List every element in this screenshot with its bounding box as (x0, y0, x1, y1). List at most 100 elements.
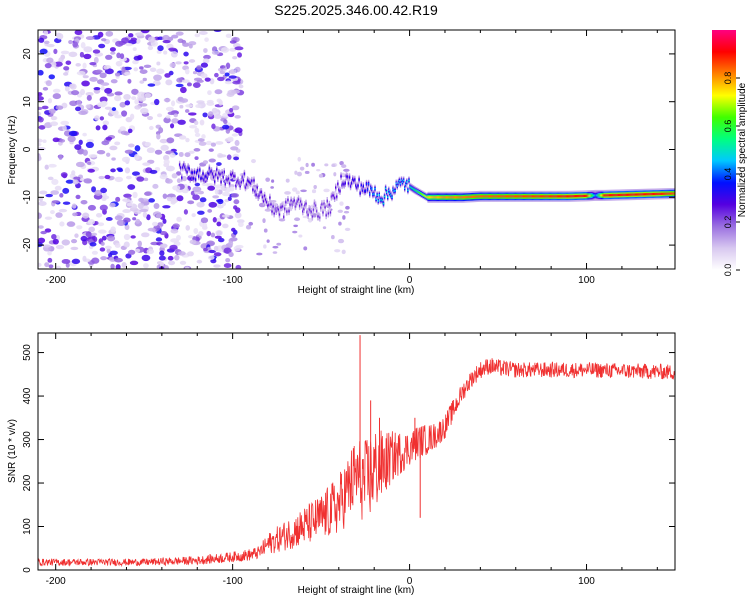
heatmap-ridge-cell (274, 207, 276, 210)
snr-xlabel: Height of straight line (km) (298, 585, 415, 596)
heatmap-noise-cell (58, 154, 63, 160)
heatmap-noise-cell (100, 85, 105, 91)
heatmap-ridge-cell (647, 193, 649, 196)
heatmap-noise-cell (187, 200, 195, 205)
heatmap-ridge-cell (566, 195, 568, 198)
heatmap-noise-cell (45, 193, 53, 198)
heatmap-noise-cell (192, 82, 201, 89)
heatmap-ridge-cell (557, 195, 560, 198)
heatmap-noise-cell (305, 162, 309, 168)
heatmap-noise-cell (206, 230, 212, 237)
heatmap-noise-cell (234, 212, 242, 219)
heatmap-noise-cell (135, 32, 144, 37)
heatmap-ridge-cell (257, 196, 259, 198)
heatmap-noise-cell (210, 232, 216, 238)
heatmap-noise-cell (185, 104, 193, 108)
heatmap-noise-cell (233, 205, 238, 210)
heatmap-ridge-cell (268, 204, 270, 206)
heatmap-noise-cell (222, 223, 229, 229)
heatmap-noise-cell (55, 265, 62, 269)
heatmap-noise-cell (174, 254, 180, 261)
heatmap-noise-cell (207, 185, 216, 191)
heatmap-ridge-cell (186, 171, 188, 173)
heatmap-noise-cell (156, 61, 161, 66)
heatmap-ridge-cell (625, 193, 628, 196)
heatmap-noise-cell (224, 80, 233, 85)
heatmap-noise-cell (193, 120, 199, 126)
heatmap-noise-cell (94, 115, 100, 121)
heatmap-noise-cell (72, 179, 79, 185)
heatmap-ridge-cell (215, 173, 217, 176)
heatmap-noise-cell (86, 139, 94, 143)
heatmap-ridge-cell (570, 195, 573, 198)
heatmap-ridge-cell (306, 211, 308, 213)
heatmap-noise-cell (167, 255, 174, 261)
heatmap-noise-cell (68, 130, 78, 137)
heatmap-noise-cell (208, 249, 217, 254)
heatmap-ridge-cell (442, 196, 444, 199)
heatmap-noise-cell (337, 238, 345, 244)
heatmap-noise-cell (226, 154, 232, 160)
heatmap-ridge-cell (208, 167, 211, 170)
heatmap-noise-cell (333, 172, 337, 177)
heatmap-noise-cell (233, 156, 240, 161)
heatmap-ridge-cell (310, 211, 313, 213)
heatmap-ridge-cell (331, 194, 334, 197)
heatmap-ridge-cell (632, 193, 634, 196)
heatmap-noise-cell (81, 80, 90, 87)
heatmap-noise-cell (227, 196, 232, 202)
heatmap-ridge-cell (493, 195, 495, 198)
heatmap-ridge-cell (428, 196, 430, 199)
heatmap-ridge-cell (503, 195, 506, 198)
heatmap-ridge-cell (279, 206, 282, 209)
heatmap-noise-cell (162, 205, 171, 209)
heatmap-noise-cell (100, 241, 105, 246)
heatmap-noise-cell (211, 107, 218, 114)
heatmap-noise-cell (54, 61, 63, 67)
heatmap-ridge-cell (415, 190, 418, 192)
heatmap-noise-cell (311, 162, 315, 167)
heatmap-noise-cell (214, 72, 219, 78)
heatmap-ridge-cell (341, 184, 343, 186)
heatmap-noise-cell (102, 192, 107, 198)
heatmap-ridge-cell (628, 193, 630, 196)
heatmap-ridge-cell (599, 194, 601, 197)
spectrogram-heatmap (38, 30, 675, 269)
heatmap-noise-cell (178, 151, 184, 157)
heatmap-ridge-cell (549, 195, 551, 198)
heatmap-noise-cell (224, 72, 230, 77)
heatmap-ridge-cell (667, 192, 669, 195)
heatmap-ridge-cell (619, 193, 621, 197)
heatmap-ridge-cell (353, 179, 355, 182)
heatmap-ridge-cell (192, 177, 195, 180)
heatmap-ridge-cell (565, 195, 567, 198)
heatmap-noise-cell (165, 79, 173, 86)
heatmap-ridge-cell (591, 194, 594, 197)
heatmap-ridge-cell (323, 203, 325, 205)
heatmap-noise-cell (105, 217, 113, 221)
heatmap-ridge-cell (484, 195, 487, 198)
heatmap-ridge-cell (256, 186, 258, 189)
heatmap-noise-cell (201, 134, 206, 139)
heatmap-noise-cell (111, 107, 117, 112)
heatmap-noise-cell (171, 173, 178, 179)
heatmap-ridge-cell (357, 184, 359, 187)
heatmap-ridge-cell (200, 177, 202, 180)
heatmap-ridge-cell (663, 192, 665, 195)
colorbar-ticks: 0.0 0.2 0.4 0.6 0.8 (723, 72, 740, 276)
heatmap-noise-cell (298, 234, 303, 238)
heatmap-ridge-cell (475, 195, 477, 198)
heatmap-noise-cell (212, 195, 220, 199)
heatmap-ridge-cell (204, 175, 206, 178)
heatmap-ridge-cell (238, 182, 240, 184)
heatmap-ridge-cell (413, 188, 415, 191)
heatmap-ridge-cell (251, 180, 253, 182)
heatmap-noise-cell (137, 202, 145, 210)
heatmap-ridge-cell (395, 182, 397, 185)
heatmap-noise-cell (65, 60, 72, 65)
heatmap-ridge-cell (522, 195, 525, 198)
heatmap-noise-cell (146, 248, 155, 255)
heatmap-noise-cell (80, 199, 88, 205)
heatmap-noise-cell (153, 202, 160, 210)
heatmap-noise-cell (147, 83, 156, 87)
